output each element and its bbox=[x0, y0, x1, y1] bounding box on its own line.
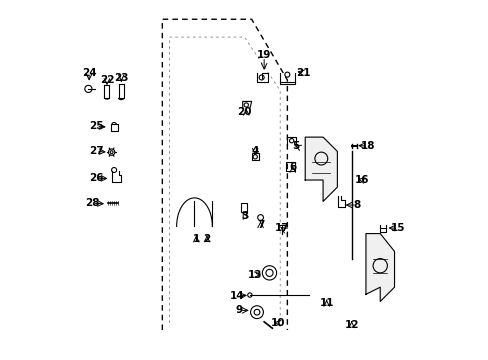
Text: 24: 24 bbox=[81, 68, 96, 78]
Text: 20: 20 bbox=[237, 107, 251, 117]
Text: 3: 3 bbox=[241, 211, 247, 221]
Text: 14: 14 bbox=[229, 291, 244, 301]
Polygon shape bbox=[305, 137, 337, 202]
Text: 6: 6 bbox=[288, 162, 296, 172]
Text: 2: 2 bbox=[203, 234, 210, 244]
Text: 21: 21 bbox=[296, 68, 310, 78]
Text: 4: 4 bbox=[251, 147, 258, 157]
Text: 8: 8 bbox=[353, 200, 360, 210]
Text: 1: 1 bbox=[192, 234, 200, 244]
Bar bbox=[285, 162, 294, 171]
Text: 9: 9 bbox=[235, 305, 242, 315]
Text: 5: 5 bbox=[292, 141, 299, 151]
Text: 22: 22 bbox=[100, 75, 114, 85]
Text: 13: 13 bbox=[247, 270, 262, 280]
Text: 11: 11 bbox=[319, 298, 333, 308]
Text: 12: 12 bbox=[344, 320, 358, 330]
Text: 28: 28 bbox=[85, 198, 100, 208]
Text: 10: 10 bbox=[271, 318, 285, 328]
Bar bbox=[251, 153, 258, 160]
Text: 23: 23 bbox=[114, 73, 128, 83]
Text: 19: 19 bbox=[256, 50, 271, 60]
Bar bbox=[241, 203, 247, 212]
Text: 18: 18 bbox=[360, 141, 374, 151]
Polygon shape bbox=[365, 234, 394, 301]
Text: 17: 17 bbox=[274, 223, 289, 233]
Bar bbox=[110, 124, 118, 131]
Text: 25: 25 bbox=[89, 121, 103, 131]
Text: 27: 27 bbox=[89, 147, 103, 157]
Text: 26: 26 bbox=[89, 173, 103, 183]
Text: 7: 7 bbox=[256, 220, 264, 230]
Text: 16: 16 bbox=[354, 175, 369, 185]
Text: 15: 15 bbox=[390, 223, 405, 233]
